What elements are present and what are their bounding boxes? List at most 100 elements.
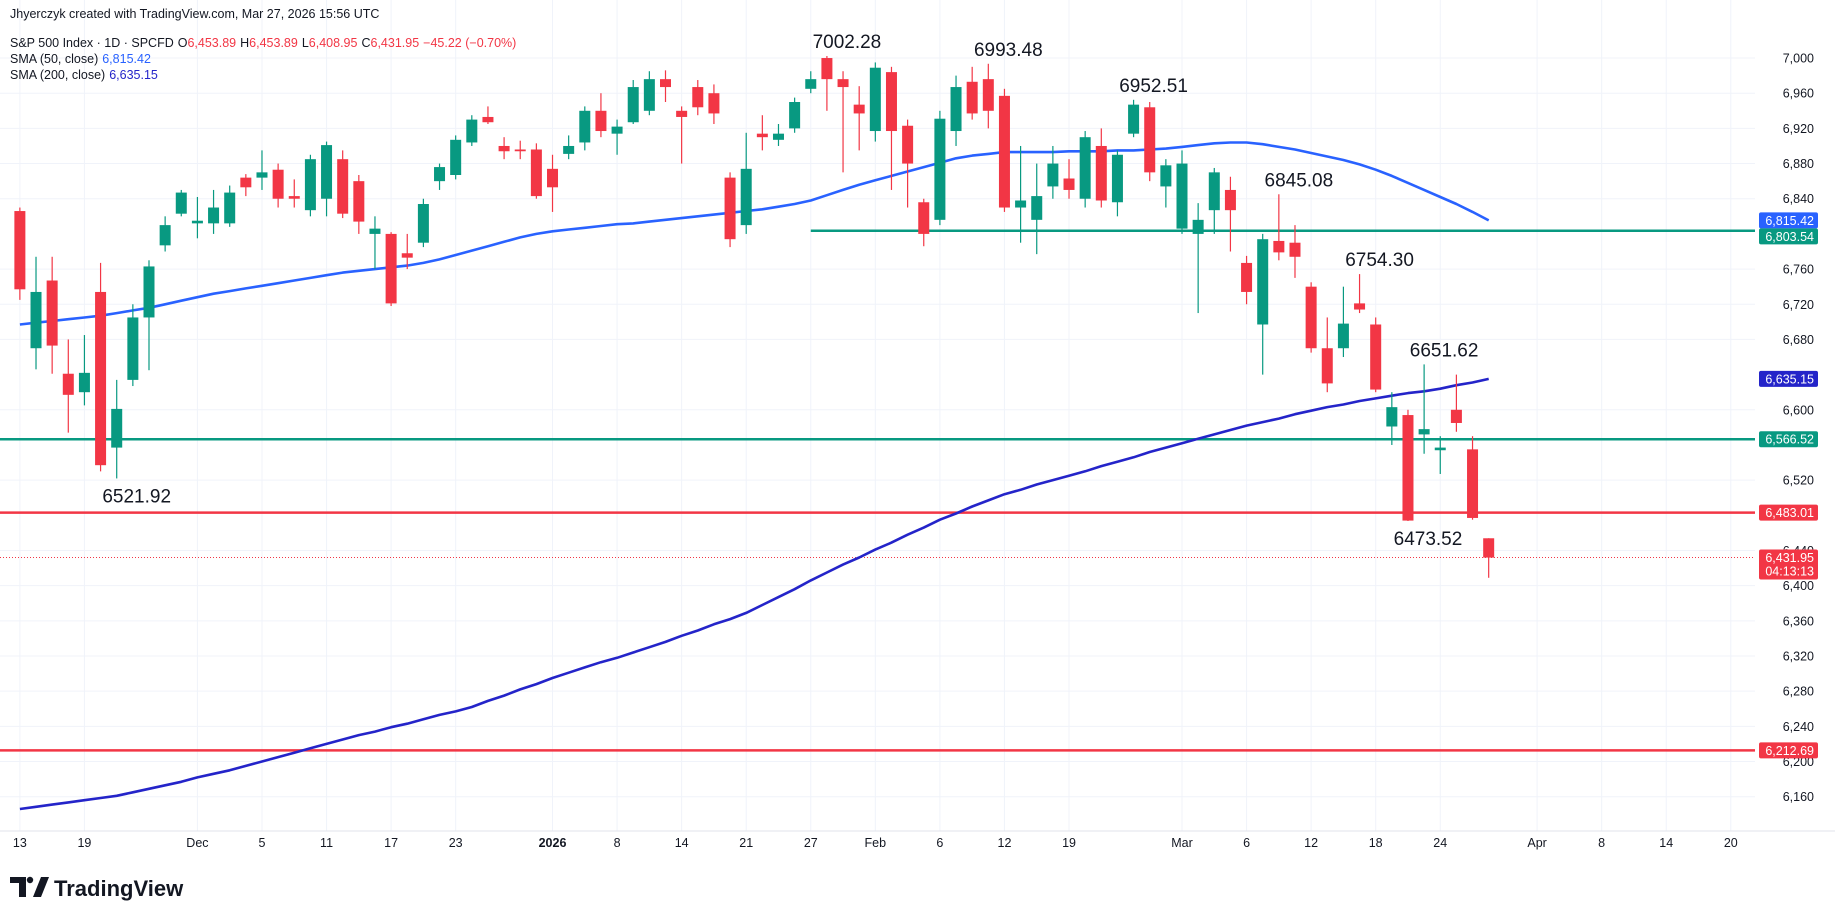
candle-body	[676, 110, 688, 117]
candle-body	[1467, 449, 1479, 518]
candle-body	[579, 110, 591, 143]
x-tick-label: 21	[739, 836, 753, 850]
y-tick-label: 6,320	[1783, 650, 1814, 664]
candle-body	[869, 67, 881, 132]
candle-body	[998, 95, 1010, 208]
candle-body	[1483, 538, 1495, 558]
candle-body	[1241, 262, 1253, 292]
y-tick-label: 6,680	[1783, 333, 1814, 347]
candle-body	[1111, 154, 1123, 203]
x-tick-label: 5	[259, 836, 266, 850]
candle-body	[1128, 104, 1140, 134]
x-tick-label: 8	[614, 836, 621, 850]
price-box-label: 6,212.69	[1765, 744, 1814, 758]
y-tick-label: 6,880	[1783, 157, 1814, 171]
x-tick-label: 11	[320, 836, 333, 850]
annotation: 6845.08	[1265, 170, 1334, 191]
annotation: 7002.28	[813, 32, 882, 53]
price-box	[1759, 742, 1818, 759]
price-box	[1759, 370, 1818, 387]
price-box-label: 6,483.01	[1765, 506, 1814, 520]
y-tick-label: 6,240	[1783, 720, 1814, 734]
price-box	[1759, 504, 1818, 521]
candle-body	[46, 280, 58, 346]
candle-body	[159, 225, 171, 246]
candle-body	[1434, 447, 1446, 451]
y-tick-label: 6,520	[1783, 474, 1814, 488]
candle-body	[385, 233, 397, 304]
sma-legend: SMA (50, close) 6,815.42	[10, 51, 155, 67]
candle-body	[256, 172, 268, 178]
candle-body	[660, 79, 671, 88]
candle-body	[1305, 286, 1317, 349]
price-box-label: 6,566.52	[1765, 433, 1814, 447]
candle-body	[304, 159, 316, 211]
candle-body	[902, 125, 914, 164]
candle-body	[934, 118, 946, 220]
x-tick-label: 6	[936, 836, 943, 850]
candle-body	[643, 79, 655, 111]
candle-body	[1273, 240, 1285, 253]
x-tick-label: 6	[1243, 836, 1250, 850]
candle-body	[369, 228, 381, 234]
candle-body	[789, 102, 801, 129]
candle-body	[1224, 189, 1236, 211]
candle-body	[62, 373, 74, 395]
candle-body	[1063, 178, 1075, 190]
candle-body	[224, 192, 236, 224]
y-tick-label: 6,760	[1783, 263, 1814, 277]
x-tick-label: Dec	[186, 836, 208, 850]
annotation: 6473.52	[1394, 529, 1463, 550]
price-box	[1759, 228, 1818, 245]
candle-body	[724, 177, 736, 240]
price-box-label: 6,815.42	[1765, 214, 1814, 228]
candle-body	[1386, 407, 1398, 427]
candle-body	[111, 408, 123, 448]
candle-body	[547, 168, 559, 188]
price-box	[1759, 549, 1818, 580]
x-tick-label: 19	[77, 836, 91, 850]
ohlc-key: O	[177, 36, 188, 50]
legend-name: SMA (50, close)	[10, 52, 99, 66]
candle-body	[611, 126, 623, 134]
candle-body	[450, 139, 462, 175]
candle-body	[466, 119, 478, 143]
ohlc-key: L	[301, 36, 309, 50]
grid	[0, 0, 1755, 831]
y-tick-label: 6,360	[1783, 614, 1814, 628]
legend-name: SMA (200, close)	[10, 68, 106, 82]
ohlc-value: 6,453.89	[249, 36, 298, 50]
candle-body	[1402, 415, 1414, 521]
legend-value: 6,635.15	[109, 68, 158, 82]
x-tick-label: 14	[1659, 836, 1673, 850]
sma-line	[19, 141, 1490, 326]
annotation: 6521.92	[102, 486, 171, 507]
candle-body	[417, 204, 429, 243]
candle-body	[434, 167, 446, 182]
x-tick-label: 24	[1433, 836, 1447, 850]
x-tick-label: 12	[998, 836, 1012, 850]
candle-body	[885, 72, 897, 132]
candle-body	[175, 192, 187, 214]
x-tick-label: 19	[1062, 836, 1076, 850]
candle-body	[966, 81, 978, 114]
x-tick-label: 2026	[539, 836, 567, 850]
candle-body	[837, 79, 849, 88]
x-tick-label: 17	[384, 836, 398, 850]
sma-legend: SMA (200, close) 6,635.15	[10, 67, 162, 83]
ohlc-key: C	[361, 36, 371, 50]
candle-body	[1337, 323, 1349, 349]
x-tick-label: 12	[1304, 836, 1318, 850]
change-label: −45.22 (−0.70%)	[423, 36, 517, 50]
candle-body	[401, 253, 413, 258]
candle-body	[1208, 172, 1220, 211]
candle-body	[288, 196, 300, 199]
candle-body	[853, 104, 865, 114]
candle-body	[337, 159, 349, 214]
candle-body	[805, 79, 817, 89]
chart-title: S&P 500 Index · 1D · SPCFD	[10, 36, 174, 50]
y-tick-label: 6,280	[1783, 685, 1814, 699]
candle-body	[1176, 163, 1188, 229]
x-tick-label: 13	[13, 836, 27, 850]
y-tick-label: 6,720	[1783, 298, 1814, 312]
